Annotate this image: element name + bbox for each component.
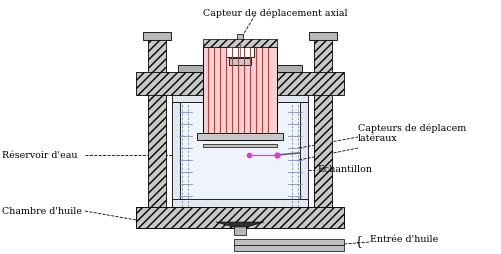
Bar [172,102,180,207]
Bar [143,32,171,40]
Bar [172,199,308,207]
Text: Réservoir d'eau: Réservoir d'eau [2,151,78,160]
Text: {: { [354,235,362,248]
Bar [178,65,302,72]
Bar [226,43,254,57]
Text: Entrée d'huile: Entrée d'huile [370,235,438,245]
Bar [224,72,256,95]
Bar [203,47,277,140]
Bar [180,207,300,215]
Text: Capteur de déplacement axial: Capteur de déplacement axial [203,8,347,18]
Bar [229,58,251,65]
Bar [314,35,332,228]
Bar [237,34,243,42]
Bar [172,94,308,102]
Bar [300,102,308,207]
Bar [136,207,344,228]
Polygon shape [216,222,264,227]
Bar [234,239,344,245]
Bar [203,144,277,147]
Bar [136,207,344,228]
Bar [234,225,246,235]
Bar [136,72,344,95]
Text: Echantillon: Echantillon [318,166,373,174]
Bar [309,32,337,40]
Text: Capteurs de déplacem
latéraux: Capteurs de déplacem latéraux [358,123,466,143]
Text: Chambre d'huile: Chambre d'huile [2,207,82,215]
Bar [203,39,277,47]
Bar [197,133,283,140]
Bar [234,245,344,251]
Bar [148,35,166,228]
Bar [180,102,300,207]
